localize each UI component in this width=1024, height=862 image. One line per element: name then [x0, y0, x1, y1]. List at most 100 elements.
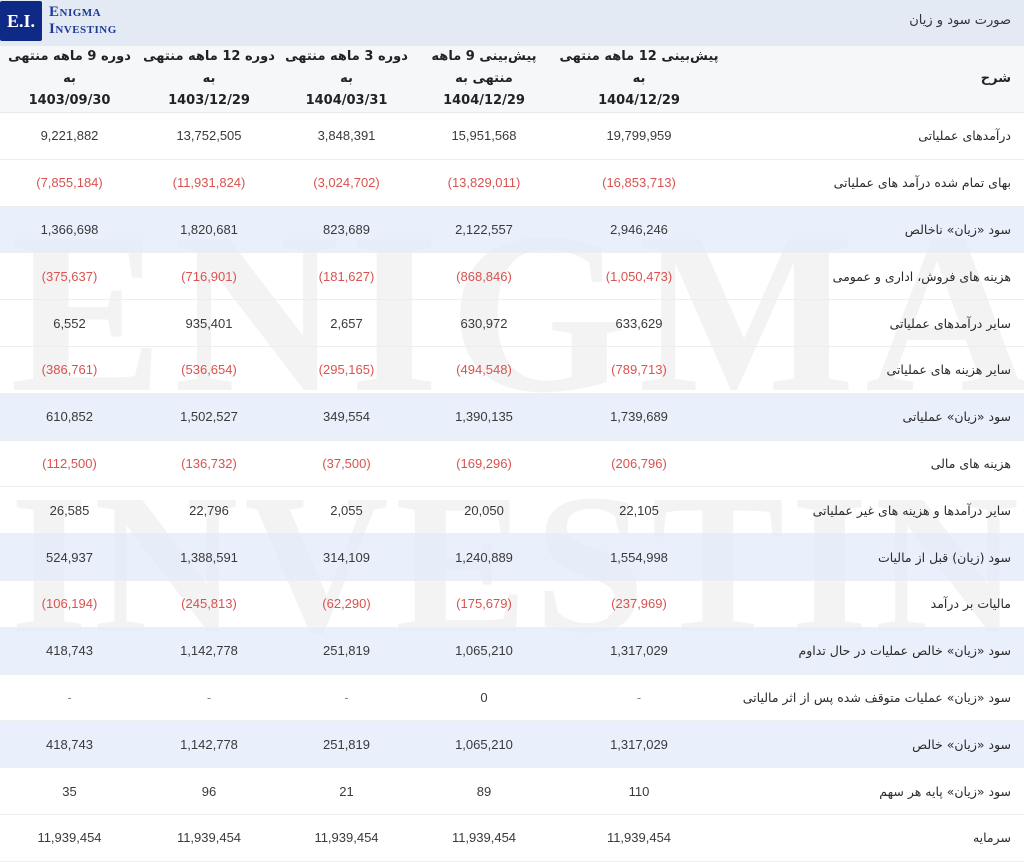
cell-value: 2,055	[279, 486, 414, 535]
table-row: سایر درآمدهای عملیاتی 633,629 630,972 2,657…	[0, 299, 1024, 347]
column-header-description: شرح	[724, 46, 1024, 113]
cell-value: 1,065,210	[414, 720, 554, 769]
column-header-title: دوره 9 ماهه منتهی به	[8, 49, 131, 86]
page-title: صورت سود و زیان	[909, 13, 1011, 28]
cell-value: 1,554,998	[554, 533, 724, 581]
logo-mark: E.I.	[0, 1, 42, 41]
cell-value: 1,142,778	[139, 720, 279, 769]
row-label: سایر هزینه های عملیاتی	[724, 346, 1024, 394]
table-header-row: شرح پیش‌بینی 12 ماهه منتهی به 1404/12/29…	[0, 46, 1024, 113]
row-label: درآمدهای عملیاتی	[724, 112, 1024, 160]
table-row: سود (زیان) قبل از مالیات 1,554,998 1,240,8…	[0, 533, 1024, 581]
row-label: سود «زیان» عملیاتی	[724, 393, 1024, 441]
cell-value: 0	[414, 674, 554, 722]
table-row: مالیات بر درآمد (237,969) (175,679) (62,290…	[0, 580, 1024, 628]
cell-value: -	[139, 674, 279, 722]
cell-value: (536,654)	[139, 346, 279, 394]
cell-value: 823,689	[279, 206, 414, 254]
row-label: مالیات بر درآمد	[724, 580, 1024, 628]
cell-value: 11,939,454	[414, 814, 554, 862]
cell-value: 2,657	[279, 299, 414, 347]
table-row: سود «زیان» عملیات متوقف شده پس از اثر ما…	[0, 674, 1024, 722]
column-header-forecast-12m[interactable]: پیش‌بینی 12 ماهه منتهی به 1404/12/29	[554, 46, 724, 113]
cell-value: (386,761)	[0, 346, 139, 394]
logo-line-1: Enigma	[49, 4, 102, 20]
cell-value: 11,939,454	[0, 814, 139, 862]
cell-value: -	[554, 674, 724, 722]
cell-value: (13,829,011)	[414, 159, 554, 207]
row-label: سایر درآمدهای عملیاتی	[724, 299, 1024, 347]
cell-value: (245,813)	[139, 580, 279, 628]
column-header-title: دوره 12 ماهه منتهی به	[143, 49, 275, 86]
cell-value: (1,050,473)	[554, 252, 724, 301]
cell-value: 524,937	[0, 533, 139, 581]
cell-value: 22,796	[139, 486, 279, 535]
cell-value: 1,390,135	[414, 393, 554, 441]
column-header-date: 1404/03/31	[305, 93, 388, 108]
table-row: هزینه های فروش، اداری و عمومی (1,050,473)…	[0, 252, 1024, 301]
column-header-date: 1404/12/29	[598, 93, 680, 108]
table-row: هزینه های مالی (206,796) (169,296) (37,500)…	[0, 440, 1024, 488]
row-label: سرمایه	[724, 814, 1024, 862]
cell-value: 21	[279, 767, 414, 815]
row-label: سود (زیان) قبل از مالیات	[724, 533, 1024, 581]
cell-value: -	[0, 674, 139, 722]
row-label: هزینه های مالی	[724, 440, 1024, 488]
cell-value: 96	[139, 767, 279, 815]
cell-value: 1,366,698	[0, 206, 139, 254]
column-header-period-9m[interactable]: دوره 9 ماهه منتهی به 1403/09/30	[0, 46, 139, 113]
cell-value: 1,317,029	[554, 720, 724, 769]
column-header-date: 1403/12/29	[168, 93, 250, 108]
table-row: سود «زیان» عملیاتی 1,739,689 1,390,135 349,…	[0, 393, 1024, 441]
cell-value: 35	[0, 767, 139, 815]
cell-value: 20,050	[414, 486, 554, 535]
cell-value: 1,820,681	[139, 206, 279, 254]
column-header-title: پیش‌بینی 9 ماهه منتهی به	[431, 49, 537, 86]
cell-value: 630,972	[414, 299, 554, 347]
cell-value: (181,627)	[279, 252, 414, 301]
enigma-investing-logo[interactable]: E.I. Enigma Investing	[0, 0, 117, 42]
table-row: سود «زیان» ناخالص 2,946,246 2,122,557 823,6…	[0, 206, 1024, 254]
cell-value: 251,819	[279, 720, 414, 769]
cell-value: 11,939,454	[554, 814, 724, 862]
logo-line-2: Investing	[49, 21, 117, 37]
cell-value: (37,500)	[279, 440, 414, 488]
income-statement-table: شرح پیش‌بینی 12 ماهه منتهی به 1404/12/29…	[0, 46, 1024, 862]
cell-value: (175,679)	[414, 580, 554, 628]
cell-value: (112,500)	[0, 440, 139, 488]
cell-value: (16,853,713)	[554, 159, 724, 207]
table-row: سود «زیان» خالص عملیات در حال تداوم 1,317…	[0, 627, 1024, 675]
cell-value: (136,732)	[139, 440, 279, 488]
table-row: سود «زیان» پایه هر سهم 110 89 21 96 35	[0, 767, 1024, 815]
cell-value: 418,743	[0, 627, 139, 675]
cell-value: 3,848,391	[279, 112, 414, 160]
table-row: بهای تمام شده درآمد های عملیاتی (16,853,7…	[0, 159, 1024, 207]
column-header-period-3m[interactable]: دوره 3 ماهه منتهی به 1404/03/31	[279, 46, 414, 113]
cell-value: (206,796)	[554, 440, 724, 488]
cell-value: 935,401	[139, 299, 279, 347]
cell-value: 110	[554, 767, 724, 815]
row-label: سود «زیان» خالص عملیات در حال تداوم	[724, 627, 1024, 675]
cell-value: 1,739,689	[554, 393, 724, 441]
cell-value: (375,637)	[0, 252, 139, 301]
row-label: سود «زیان» ناخالص	[724, 206, 1024, 254]
cell-value: (494,548)	[414, 346, 554, 394]
logo-wordmark: Enigma Investing	[49, 4, 117, 38]
cell-value: 2,946,246	[554, 206, 724, 254]
column-header-forecast-9m[interactable]: پیش‌بینی 9 ماهه منتهی به 1404/12/29	[414, 46, 554, 113]
cell-value: (106,194)	[0, 580, 139, 628]
row-label: هزینه های فروش، اداری و عمومی	[724, 252, 1024, 301]
table-row: درآمدهای عملیاتی 19,799,959 15,951,568 3,84…	[0, 112, 1024, 160]
cell-value: 11,939,454	[279, 814, 414, 862]
cell-value: (868,846)	[414, 252, 554, 301]
cell-value: 610,852	[0, 393, 139, 441]
column-header-period-12m[interactable]: دوره 12 ماهه منتهی به 1403/12/29	[139, 46, 279, 113]
cell-value: (7,855,184)	[0, 159, 139, 207]
cell-value: 1,502,527	[139, 393, 279, 441]
top-bar: E.I. Enigma Investing صورت سود و زیان	[0, 0, 1024, 46]
row-label: سایر درآمدها و هزینه های غیر عملیاتی	[724, 486, 1024, 535]
cell-value: (11,931,824)	[139, 159, 279, 207]
column-header-title: پیش‌بینی 12 ماهه منتهی به	[559, 49, 719, 86]
table-row: سود «زیان» خالص 1,317,029 1,065,210 251,819…	[0, 720, 1024, 769]
cell-value: (237,969)	[554, 580, 724, 628]
